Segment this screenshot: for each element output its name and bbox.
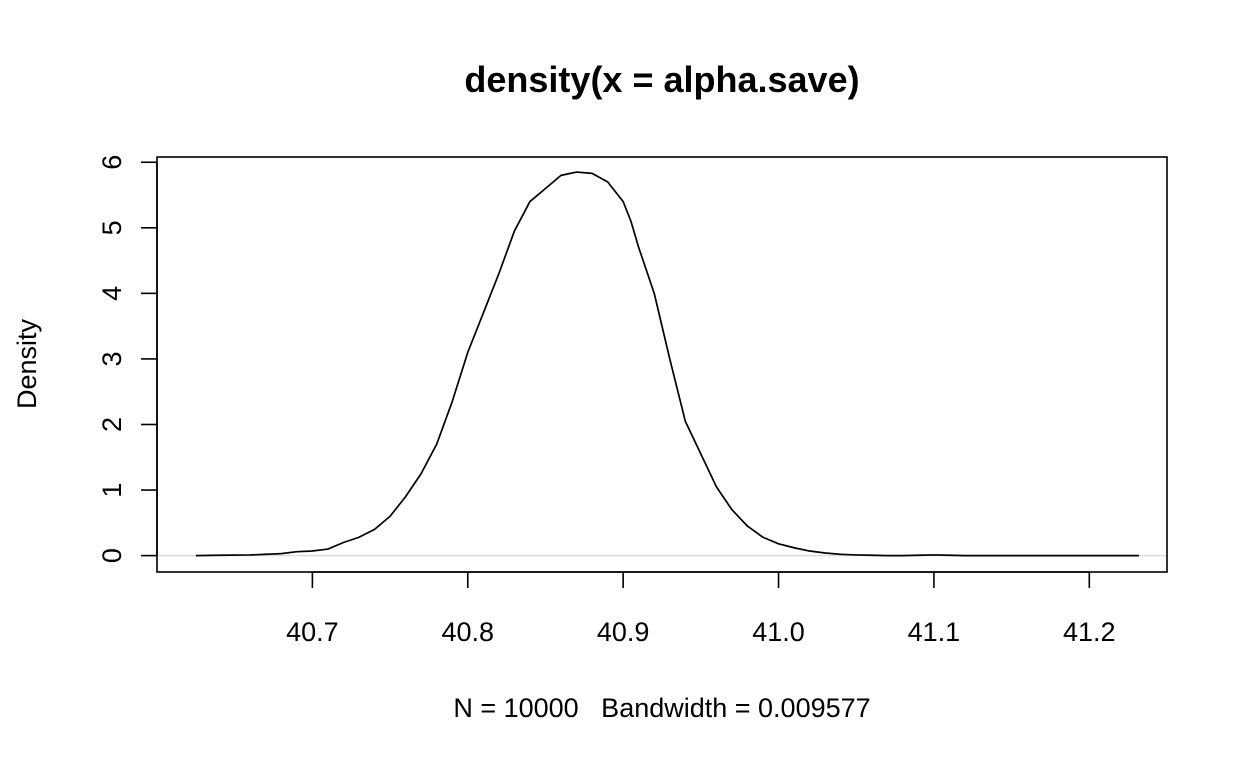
x-tick-label: 40.9 (597, 617, 650, 647)
y-tick-label: 0 (97, 548, 127, 563)
x-tick-label: 41.1 (908, 617, 961, 647)
x-axis-label: N = 10000 Bandwidth = 0.009577 (453, 693, 870, 723)
x-tick-label: 41.2 (1063, 617, 1116, 647)
y-tick-label: 5 (97, 220, 127, 235)
y-tick-label: 2 (97, 417, 127, 432)
y-tick-label: 3 (97, 351, 127, 366)
chart-title: density(x = alpha.save) (464, 59, 859, 100)
y-tick-label: 6 (97, 155, 127, 170)
y-tick-label: 4 (97, 286, 127, 301)
density-curve (195, 171, 1140, 557)
x-tick-label: 41.0 (752, 617, 805, 647)
x-axis: 40.7 40.8 40.9 41.0 41.1 41.2 (286, 571, 1116, 647)
x-tick-label: 40.8 (441, 617, 494, 647)
y-axis: 0 1 2 3 4 5 6 (97, 155, 158, 563)
y-tick-label: 1 (97, 483, 127, 498)
plot-frame (156, 156, 1168, 573)
x-tick-label: 40.7 (286, 617, 339, 647)
y-axis-label: Density (12, 318, 42, 409)
